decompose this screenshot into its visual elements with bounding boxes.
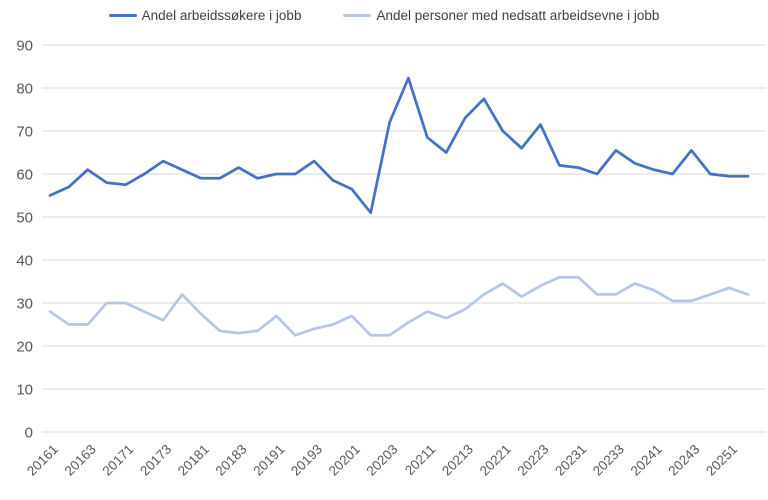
- x-axis-tick-label: 20203: [364, 442, 401, 479]
- x-axis-tick-label: 20201: [326, 442, 363, 479]
- y-axis-tick-label: 80: [16, 81, 33, 98]
- y-axis-tick-label: 0: [25, 425, 33, 442]
- y-axis-tick-label: 60: [16, 167, 33, 184]
- x-axis-tick-label: 20161: [24, 442, 61, 479]
- x-axis-tick-label: 20211: [402, 442, 438, 478]
- x-axis-tick-label: 20183: [213, 442, 250, 479]
- series-line-arbeidssokere: [48, 76, 750, 215]
- x-axis-tick-label: 20233: [590, 442, 627, 479]
- x-axis-tick-label: 20163: [62, 442, 99, 479]
- x-axis-tick-label: 20191: [250, 442, 287, 479]
- legend-line-swatch-light: [343, 14, 372, 17]
- legend-item-nedsatt-arbeidsevne: Andel personer med nedsatt arbeidsevne i…: [343, 8, 659, 23]
- x-axis-tick-label: 20173: [137, 442, 174, 479]
- x-axis-tick-label: 20193: [288, 442, 325, 479]
- x-axis-tick-label: 20181: [175, 442, 212, 479]
- y-axis-tick-label: 40: [16, 253, 33, 270]
- y-axis-tick-label: 20: [16, 339, 33, 356]
- x-axis-tick-label: 20243: [665, 442, 702, 479]
- legend-item-arbeidssokere: Andel arbeidssøkere i jobb: [108, 8, 302, 23]
- y-axis-tick-label: 70: [16, 124, 33, 141]
- legend-line-swatch-dark: [108, 14, 137, 17]
- legend-label: Andel arbeidssøkere i jobb: [141, 8, 302, 23]
- y-axis-tick-label: 30: [16, 296, 33, 313]
- x-axis-tick-label: 20221: [477, 442, 514, 479]
- y-axis-tick-label: 90: [16, 38, 33, 55]
- x-axis-tick-label: 20213: [439, 442, 476, 479]
- x-axis-tick-label: 20241: [628, 442, 665, 479]
- x-axis-tick-label: 20251: [703, 442, 740, 479]
- y-axis-tick-label: 50: [16, 210, 33, 227]
- x-axis-tick-label: 20171: [99, 442, 136, 479]
- x-axis-tick-label: 20223: [514, 442, 551, 479]
- chart-legend: Andel arbeidssøkere i jobb Andel persone…: [0, 8, 768, 23]
- x-axis-tick-label: 20231: [552, 442, 589, 479]
- series-line-nedsatt-arbeidsevne: [48, 275, 750, 337]
- y-axis-tick-label: 10: [16, 382, 33, 399]
- legend-label: Andel personer med nedsatt arbeidsevne i…: [376, 8, 660, 23]
